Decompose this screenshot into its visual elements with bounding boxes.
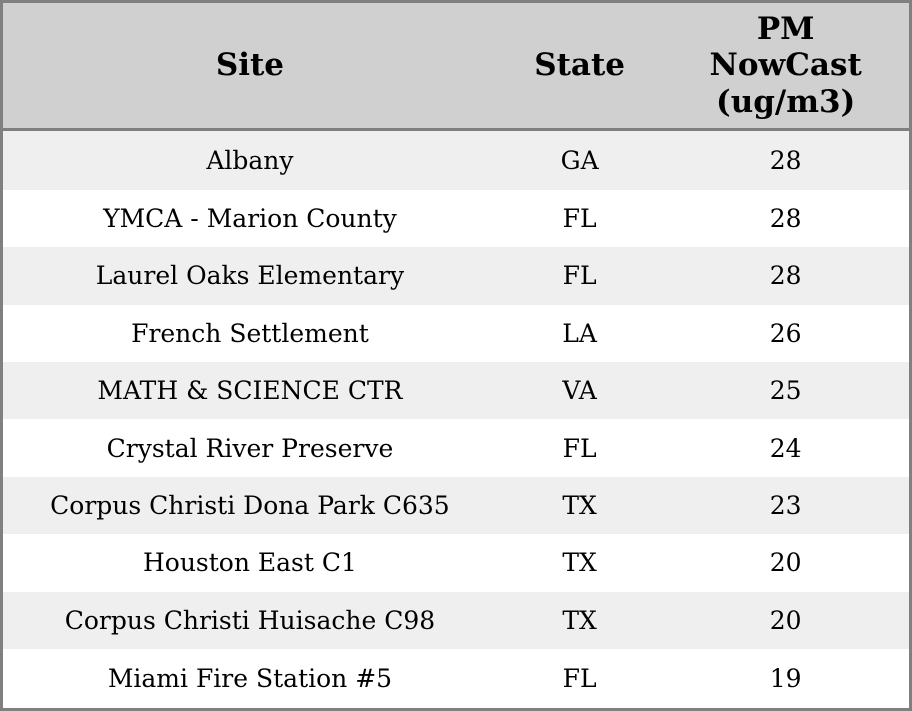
site-cell: Crystal River Preserve <box>106 433 394 463</box>
site-cell: YMCA - Marion County <box>103 204 397 234</box>
table-row: French Settlement LA 26 <box>1 304 911 363</box>
table-row: Corpus Christi Huisache C98 TX 20 <box>1 591 911 649</box>
state-cell: FL <box>562 664 597 693</box>
table-body: Albany GA 28 YMCA - Marion County FL 28 Laurel… <box>1 129 911 710</box>
state-cell: TX <box>562 491 597 521</box>
state-cell: VA <box>562 376 597 406</box>
table-row: Laurel Oaks Elementary FL 28 <box>1 247 911 305</box>
state-cell: TX <box>562 605 597 635</box>
header-row: Site State PM NowCast (ug/m3) <box>1 1 911 131</box>
pm-nowcast-cell: 20 <box>769 548 802 578</box>
col-header-state: State <box>496 1 663 131</box>
site-cell: Laurel Oaks Elementary <box>95 261 405 291</box>
table-row: YMCA - Marion County FL 28 <box>1 189 911 248</box>
site-cell: Houston East C1 <box>142 548 357 578</box>
site-cell: Miami Fire Station #5 <box>107 664 393 693</box>
pm-nowcast-cell: 26 <box>769 318 802 348</box>
state-cell: LA <box>562 318 597 348</box>
state-cell: FL <box>562 433 597 463</box>
state-cell: TX <box>562 548 597 578</box>
table-row: MATH & SCIENCE CTR VA 25 <box>1 362 911 420</box>
pm-nowcast-cell: 28 <box>769 145 802 175</box>
pm-nowcast-cell: 24 <box>769 433 802 463</box>
state-cell: FL <box>562 261 597 291</box>
state-cell: GA <box>560 145 599 175</box>
col-header-pm-nowcast: PM NowCast (ug/m3) <box>662 1 911 131</box>
table-row: Crystal River Preserve FL 24 <box>1 419 911 477</box>
pm-nowcast-cell: 28 <box>769 204 802 234</box>
table-row: Albany GA 28 <box>1 129 911 190</box>
pm-nowcast-cell: 23 <box>769 491 802 521</box>
table-row: Houston East C1 TX 20 <box>1 534 911 592</box>
site-cell: Corpus Christi Huisache C98 <box>64 605 436 635</box>
pm-nowcast-cell: 20 <box>769 605 802 635</box>
pm-nowcast-cell: 28 <box>769 261 802 291</box>
table-row: Corpus Christi Dona Park C635 TX 23 <box>1 476 911 535</box>
site-cell: MATH & SCIENCE CTR <box>97 376 403 406</box>
col-header-site: Site <box>1 1 497 131</box>
site-cell: Albany <box>206 145 294 175</box>
state-cell: FL <box>562 204 597 234</box>
site-cell: French Settlement <box>131 318 369 348</box>
pm-nowcast-cell: 19 <box>769 664 802 693</box>
pm-nowcast-cell: 25 <box>769 376 802 406</box>
site-cell: Corpus Christi Dona Park C635 <box>50 491 450 521</box>
table-row: Miami Fire Station #5 FL 19 <box>1 649 911 710</box>
